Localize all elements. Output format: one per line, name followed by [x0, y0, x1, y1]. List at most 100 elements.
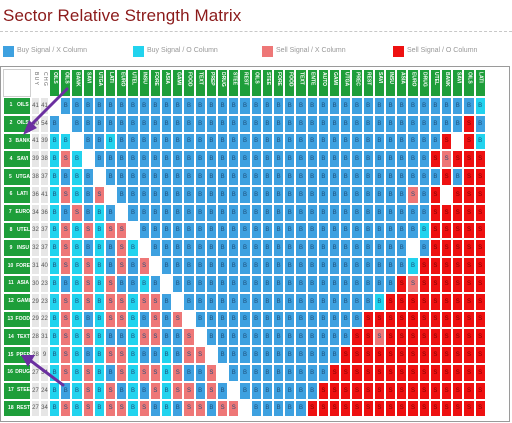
- matrix-cell[interactable]: B: [127, 203, 139, 222]
- column-header-insu[interactable]: INSU: [385, 69, 397, 97]
- matrix-cell[interactable]: B: [217, 97, 229, 115]
- matrix-cell[interactable]: B: [116, 275, 128, 293]
- matrix-cell[interactable]: S: [463, 186, 475, 204]
- matrix-cell[interactable]: S: [463, 399, 475, 418]
- matrix-cell[interactable]: B: [250, 364, 262, 382]
- matrix-cell[interactable]: B: [228, 114, 240, 133]
- matrix-cell[interactable]: B: [116, 328, 128, 347]
- matrix-cell[interactable]: B: [452, 97, 464, 115]
- matrix-cell[interactable]: B: [273, 346, 285, 364]
- matrix-cell[interactable]: B: [329, 221, 341, 240]
- matrix-cell[interactable]: B: [295, 275, 307, 293]
- matrix-cell[interactable]: B: [239, 381, 251, 400]
- matrix-cell[interactable]: [441, 186, 453, 204]
- matrix-cell[interactable]: B: [284, 346, 296, 364]
- matrix-cell[interactable]: B: [228, 328, 240, 347]
- matrix-cell[interactable]: B: [362, 114, 374, 133]
- matrix-cell[interactable]: B: [228, 186, 240, 204]
- matrix-cell[interactable]: S: [194, 346, 206, 364]
- matrix-cell[interactable]: B: [205, 114, 217, 133]
- matrix-cell[interactable]: [149, 257, 161, 275]
- matrix-cell[interactable]: S: [183, 346, 195, 364]
- matrix-cell[interactable]: S: [474, 275, 486, 293]
- matrix-cell[interactable]: S: [463, 168, 475, 186]
- matrix-cell[interactable]: S: [463, 381, 475, 400]
- matrix-cell[interactable]: S: [474, 346, 486, 364]
- matrix-cell[interactable]: B: [82, 114, 94, 133]
- matrix-cell[interactable]: B: [317, 328, 329, 347]
- matrix-cell[interactable]: B: [82, 310, 94, 329]
- matrix-cell[interactable]: B: [385, 114, 397, 133]
- matrix-cell[interactable]: B: [138, 221, 150, 240]
- matrix-cell[interactable]: S: [116, 310, 128, 329]
- matrix-cell[interactable]: S: [362, 364, 374, 382]
- row-label-food[interactable]: 13 FOOD: [3, 310, 31, 329]
- matrix-cell[interactable]: S: [441, 346, 453, 364]
- matrix-cell[interactable]: S: [82, 275, 94, 293]
- matrix-cell[interactable]: S: [138, 257, 150, 275]
- matrix-cell[interactable]: S: [463, 203, 475, 222]
- matrix-cell[interactable]: B: [183, 292, 195, 311]
- matrix-cell[interactable]: S: [60, 364, 72, 382]
- matrix-cell[interactable]: B: [340, 132, 352, 151]
- matrix-cell[interactable]: B: [172, 132, 184, 151]
- matrix-cell[interactable]: B: [105, 97, 117, 115]
- matrix-cell[interactable]: B: [239, 346, 251, 364]
- matrix-cell[interactable]: B: [49, 186, 61, 204]
- matrix-cell[interactable]: S: [373, 310, 385, 329]
- matrix-cell[interactable]: B: [172, 239, 184, 258]
- matrix-cell[interactable]: S: [429, 186, 441, 204]
- matrix-cell[interactable]: B: [295, 381, 307, 400]
- matrix-cell[interactable]: B: [239, 114, 251, 133]
- matrix-cell[interactable]: B: [217, 275, 229, 293]
- matrix-cell[interactable]: S: [60, 221, 72, 240]
- matrix-cell[interactable]: S: [60, 257, 72, 275]
- matrix-cell[interactable]: B: [105, 239, 117, 258]
- matrix-cell[interactable]: B: [250, 97, 262, 115]
- matrix-cell[interactable]: S: [452, 221, 464, 240]
- matrix-cell[interactable]: B: [329, 186, 341, 204]
- matrix-cell[interactable]: B: [429, 168, 441, 186]
- matrix-cell[interactable]: S: [385, 328, 397, 347]
- matrix-cell[interactable]: B: [273, 257, 285, 275]
- matrix-cell[interactable]: B: [205, 132, 217, 151]
- matrix-cell[interactable]: B: [306, 186, 318, 204]
- matrix-cell[interactable]: B: [127, 257, 139, 275]
- matrix-cell[interactable]: B: [261, 310, 273, 329]
- matrix-cell[interactable]: B: [194, 381, 206, 400]
- matrix-cell[interactable]: B: [93, 132, 105, 151]
- matrix-cell[interactable]: B: [273, 168, 285, 186]
- matrix-cell[interactable]: B: [49, 364, 61, 382]
- matrix-cell[interactable]: B: [306, 292, 318, 311]
- matrix-cell[interactable]: S: [105, 381, 117, 400]
- column-header-auto[interactable]: AUTO: [317, 69, 329, 97]
- matrix-cell[interactable]: B: [351, 168, 363, 186]
- matrix-cell[interactable]: S: [474, 381, 486, 400]
- matrix-cell[interactable]: S: [441, 399, 453, 418]
- matrix-cell[interactable]: S: [429, 310, 441, 329]
- matrix-cell[interactable]: B: [306, 364, 318, 382]
- matrix-cell[interactable]: B: [71, 310, 83, 329]
- matrix-cell[interactable]: B: [105, 364, 117, 382]
- matrix-cell[interactable]: B: [261, 221, 273, 240]
- matrix-cell[interactable]: B: [351, 114, 363, 133]
- matrix-cell[interactable]: S: [228, 399, 240, 418]
- matrix-cell[interactable]: B: [351, 221, 363, 240]
- matrix-cell[interactable]: S: [105, 399, 117, 418]
- matrix-cell[interactable]: B: [161, 186, 173, 204]
- matrix-cell[interactable]: B: [317, 310, 329, 329]
- matrix-cell[interactable]: B: [273, 364, 285, 382]
- matrix-cell[interactable]: S: [172, 364, 184, 382]
- matrix-cell[interactable]: B: [217, 292, 229, 311]
- matrix-cell[interactable]: B: [250, 346, 262, 364]
- matrix-cell[interactable]: B: [127, 381, 139, 400]
- matrix-cell[interactable]: S: [149, 364, 161, 382]
- matrix-cell[interactable]: B: [205, 186, 217, 204]
- matrix-cell[interactable]: B: [82, 346, 94, 364]
- matrix-cell[interactable]: B: [250, 292, 262, 311]
- matrix-cell[interactable]: S: [463, 292, 475, 311]
- matrix-cell[interactable]: S: [362, 328, 374, 347]
- matrix-cell[interactable]: B: [284, 150, 296, 169]
- matrix-cell[interactable]: B: [127, 150, 139, 169]
- matrix-cell[interactable]: B: [205, 97, 217, 115]
